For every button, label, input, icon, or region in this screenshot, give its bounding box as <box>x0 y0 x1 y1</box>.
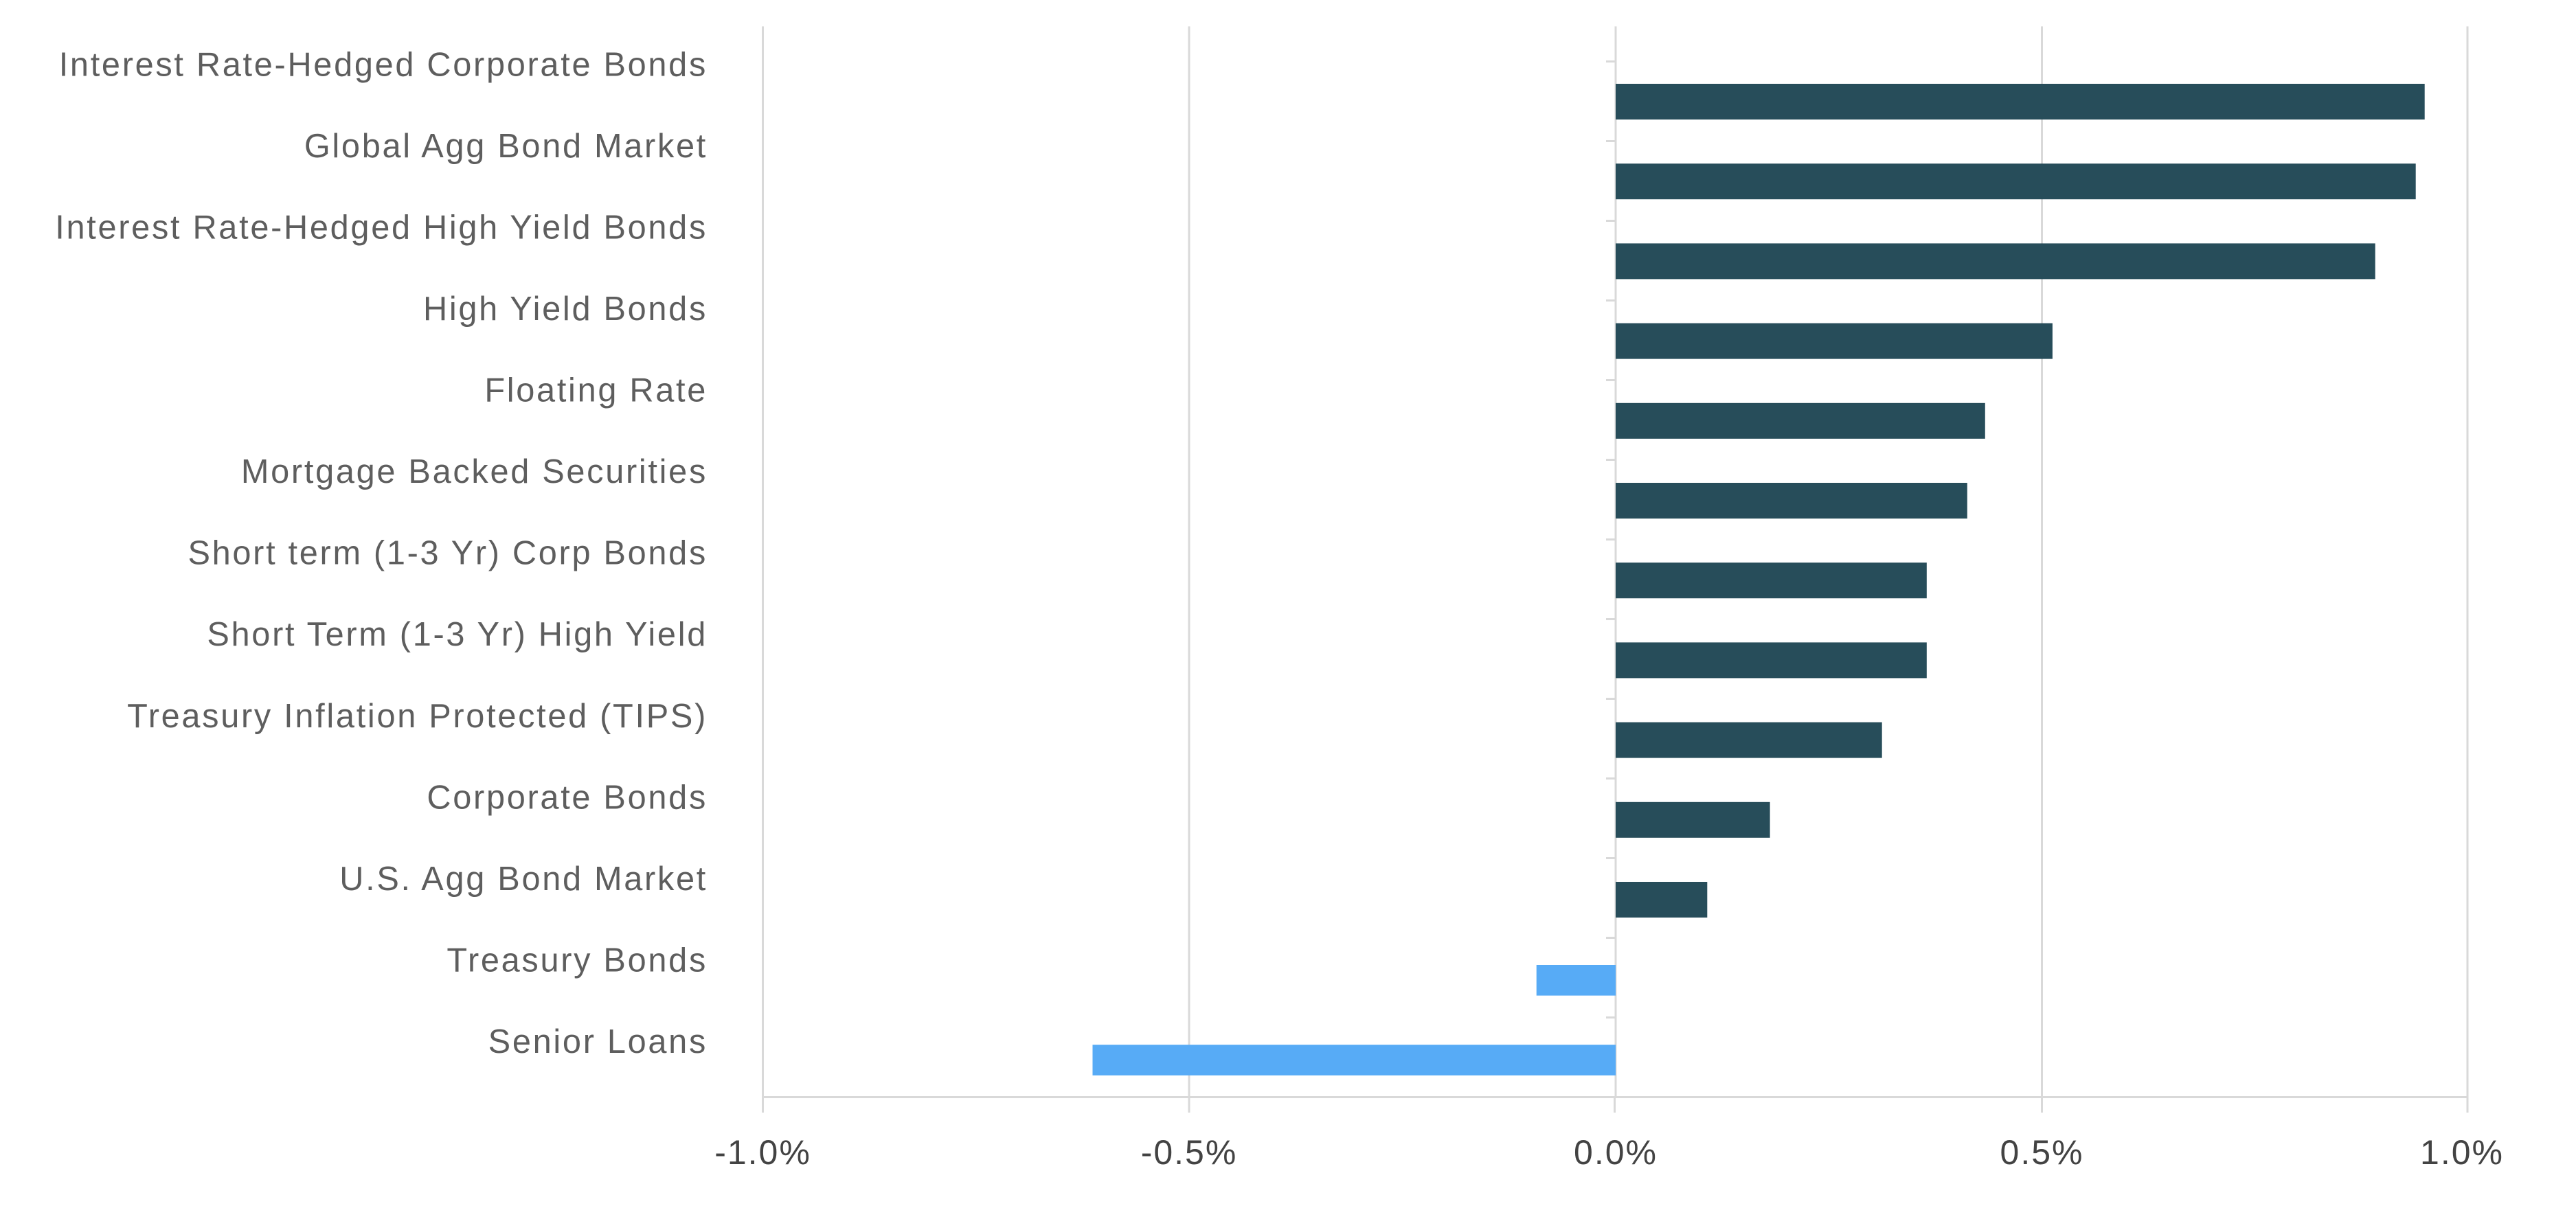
svg-text:U.S. Agg Bond Market: U.S. Agg Bond Market <box>339 861 708 898</box>
svg-text:Interest Rate-Hedged High Yiel: Interest Rate-Hedged High Yield Bonds <box>55 209 708 247</box>
svg-text:Senior Loans: Senior Loans <box>488 1023 708 1060</box>
svg-text:1.0%: 1.0% <box>2420 1133 2504 1172</box>
svg-text:Floating Rate: Floating Rate <box>484 372 708 409</box>
svg-text:Treasury Bonds: Treasury Bonds <box>447 942 708 979</box>
svg-text:Short Term (1-3 Yr) High Yield: Short Term (1-3 Yr) High Yield <box>207 616 708 653</box>
svg-text:Mortgage Backed Securities: Mortgage Backed Securities <box>241 453 708 490</box>
svg-text:0.5%: 0.5% <box>2000 1133 2084 1172</box>
svg-text:High Yield Bonds: High Yield Bonds <box>423 291 708 328</box>
svg-text:Corporate Bonds: Corporate Bonds <box>427 779 708 816</box>
svg-text:-1.0%: -1.0% <box>714 1133 811 1172</box>
svg-text:Interest Rate-Hedged Corporate: Interest Rate-Hedged Corporate Bonds <box>59 46 708 83</box>
svg-text:-0.5%: -0.5% <box>1141 1133 1238 1172</box>
svg-text:0.0%: 0.0% <box>1574 1133 1658 1172</box>
svg-text:Global Agg Bond Market: Global Agg Bond Market <box>304 128 708 165</box>
svg-text:Treasury Inflation Protected (: Treasury Inflation Protected (TIPS) <box>127 698 708 735</box>
svg-text:Short term (1-3 Yr) Corp Bonds: Short term (1-3 Yr) Corp Bonds <box>188 535 708 572</box>
